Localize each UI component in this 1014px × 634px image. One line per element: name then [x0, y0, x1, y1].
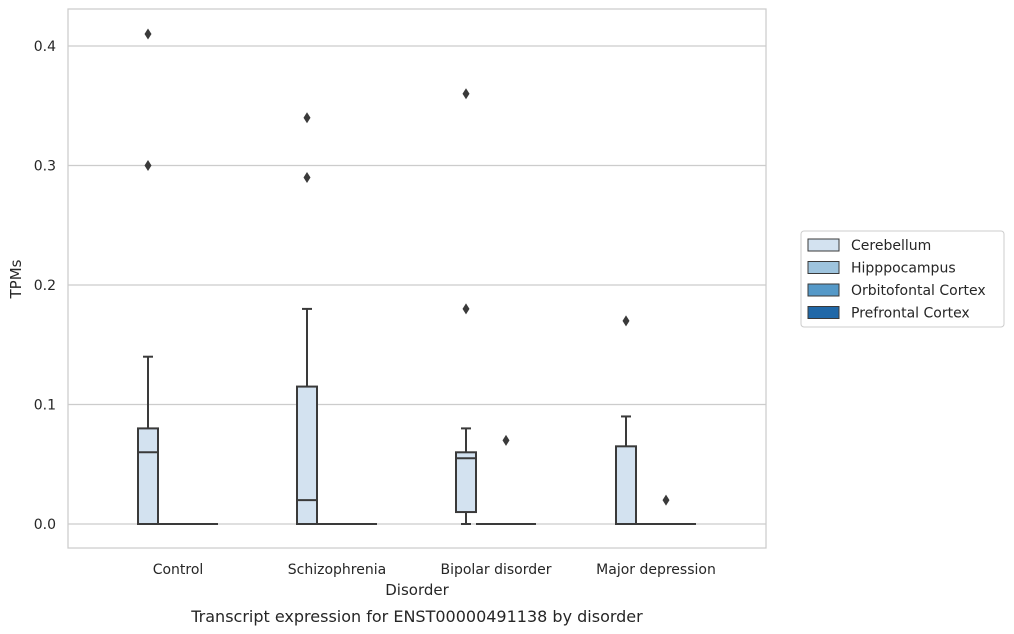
- box-outlier: [662, 494, 670, 506]
- x-tick-label: Bipolar disorder: [440, 562, 551, 578]
- legend-swatch: [807, 261, 840, 274]
- box-outlier: [144, 28, 152, 40]
- gridlines: [68, 45, 766, 525]
- box-body: [296, 385, 318, 526]
- plot-area-frame: [67, 8, 767, 549]
- box-outlier: [462, 88, 470, 100]
- x-tick-label: Major depression: [596, 562, 716, 578]
- legend-swatch: [807, 283, 840, 297]
- box-body: [615, 445, 637, 526]
- x-tick-label: Control: [153, 562, 204, 578]
- y-tick-label: 0.0: [34, 517, 56, 533]
- y-tick-label: 0.2: [34, 278, 56, 294]
- legend-swatch: [807, 306, 840, 319]
- y-tick-label: 0.4: [34, 39, 56, 55]
- x-tick-labels: Control Schizophrenia Bipolar disorder Majo…: [153, 562, 716, 578]
- legend-label: Cerebellum: [851, 238, 931, 254]
- y-axis-label: TPMs: [7, 259, 25, 299]
- box-outlier: [303, 171, 311, 183]
- legend-frame: [800, 230, 1005, 328]
- box-outlier: [144, 160, 152, 171]
- box-body: [455, 451, 477, 514]
- y-tick-label: 0.3: [34, 159, 56, 175]
- x-tick-label: Schizophrenia: [288, 562, 386, 578]
- box-2-3: [656, 494, 676, 525]
- y-tick-label: 0.1: [34, 398, 56, 414]
- box-0-3: [615, 315, 637, 526]
- chart-caption: Transcript expression for ENST0000049113…: [190, 607, 643, 626]
- legend-label: Prefrontal Cortex: [851, 306, 970, 322]
- y-tick-labels: 0.0 0.1 0.2 0.3 0.4: [34, 39, 56, 533]
- legend-swatch: [807, 238, 840, 252]
- legend-label: Hipppocampus: [851, 261, 956, 277]
- legend: Cerebellum Hipppocampus Orbitofontal Corte…: [800, 230, 1005, 328]
- box-2-2: [496, 434, 516, 525]
- box-outlier: [462, 303, 470, 315]
- box-outlier: [622, 315, 630, 327]
- box-0-2: [455, 88, 477, 525]
- box-outlier: [303, 112, 311, 124]
- box-body: [137, 427, 159, 525]
- box-0-1: [296, 112, 318, 526]
- box-outlier: [502, 434, 510, 446]
- box-0-0: [137, 28, 159, 525]
- box-series: [137, 28, 696, 526]
- x-axis-label: Disorder: [385, 581, 449, 599]
- legend-label: Orbitofontal Cortex: [851, 283, 986, 299]
